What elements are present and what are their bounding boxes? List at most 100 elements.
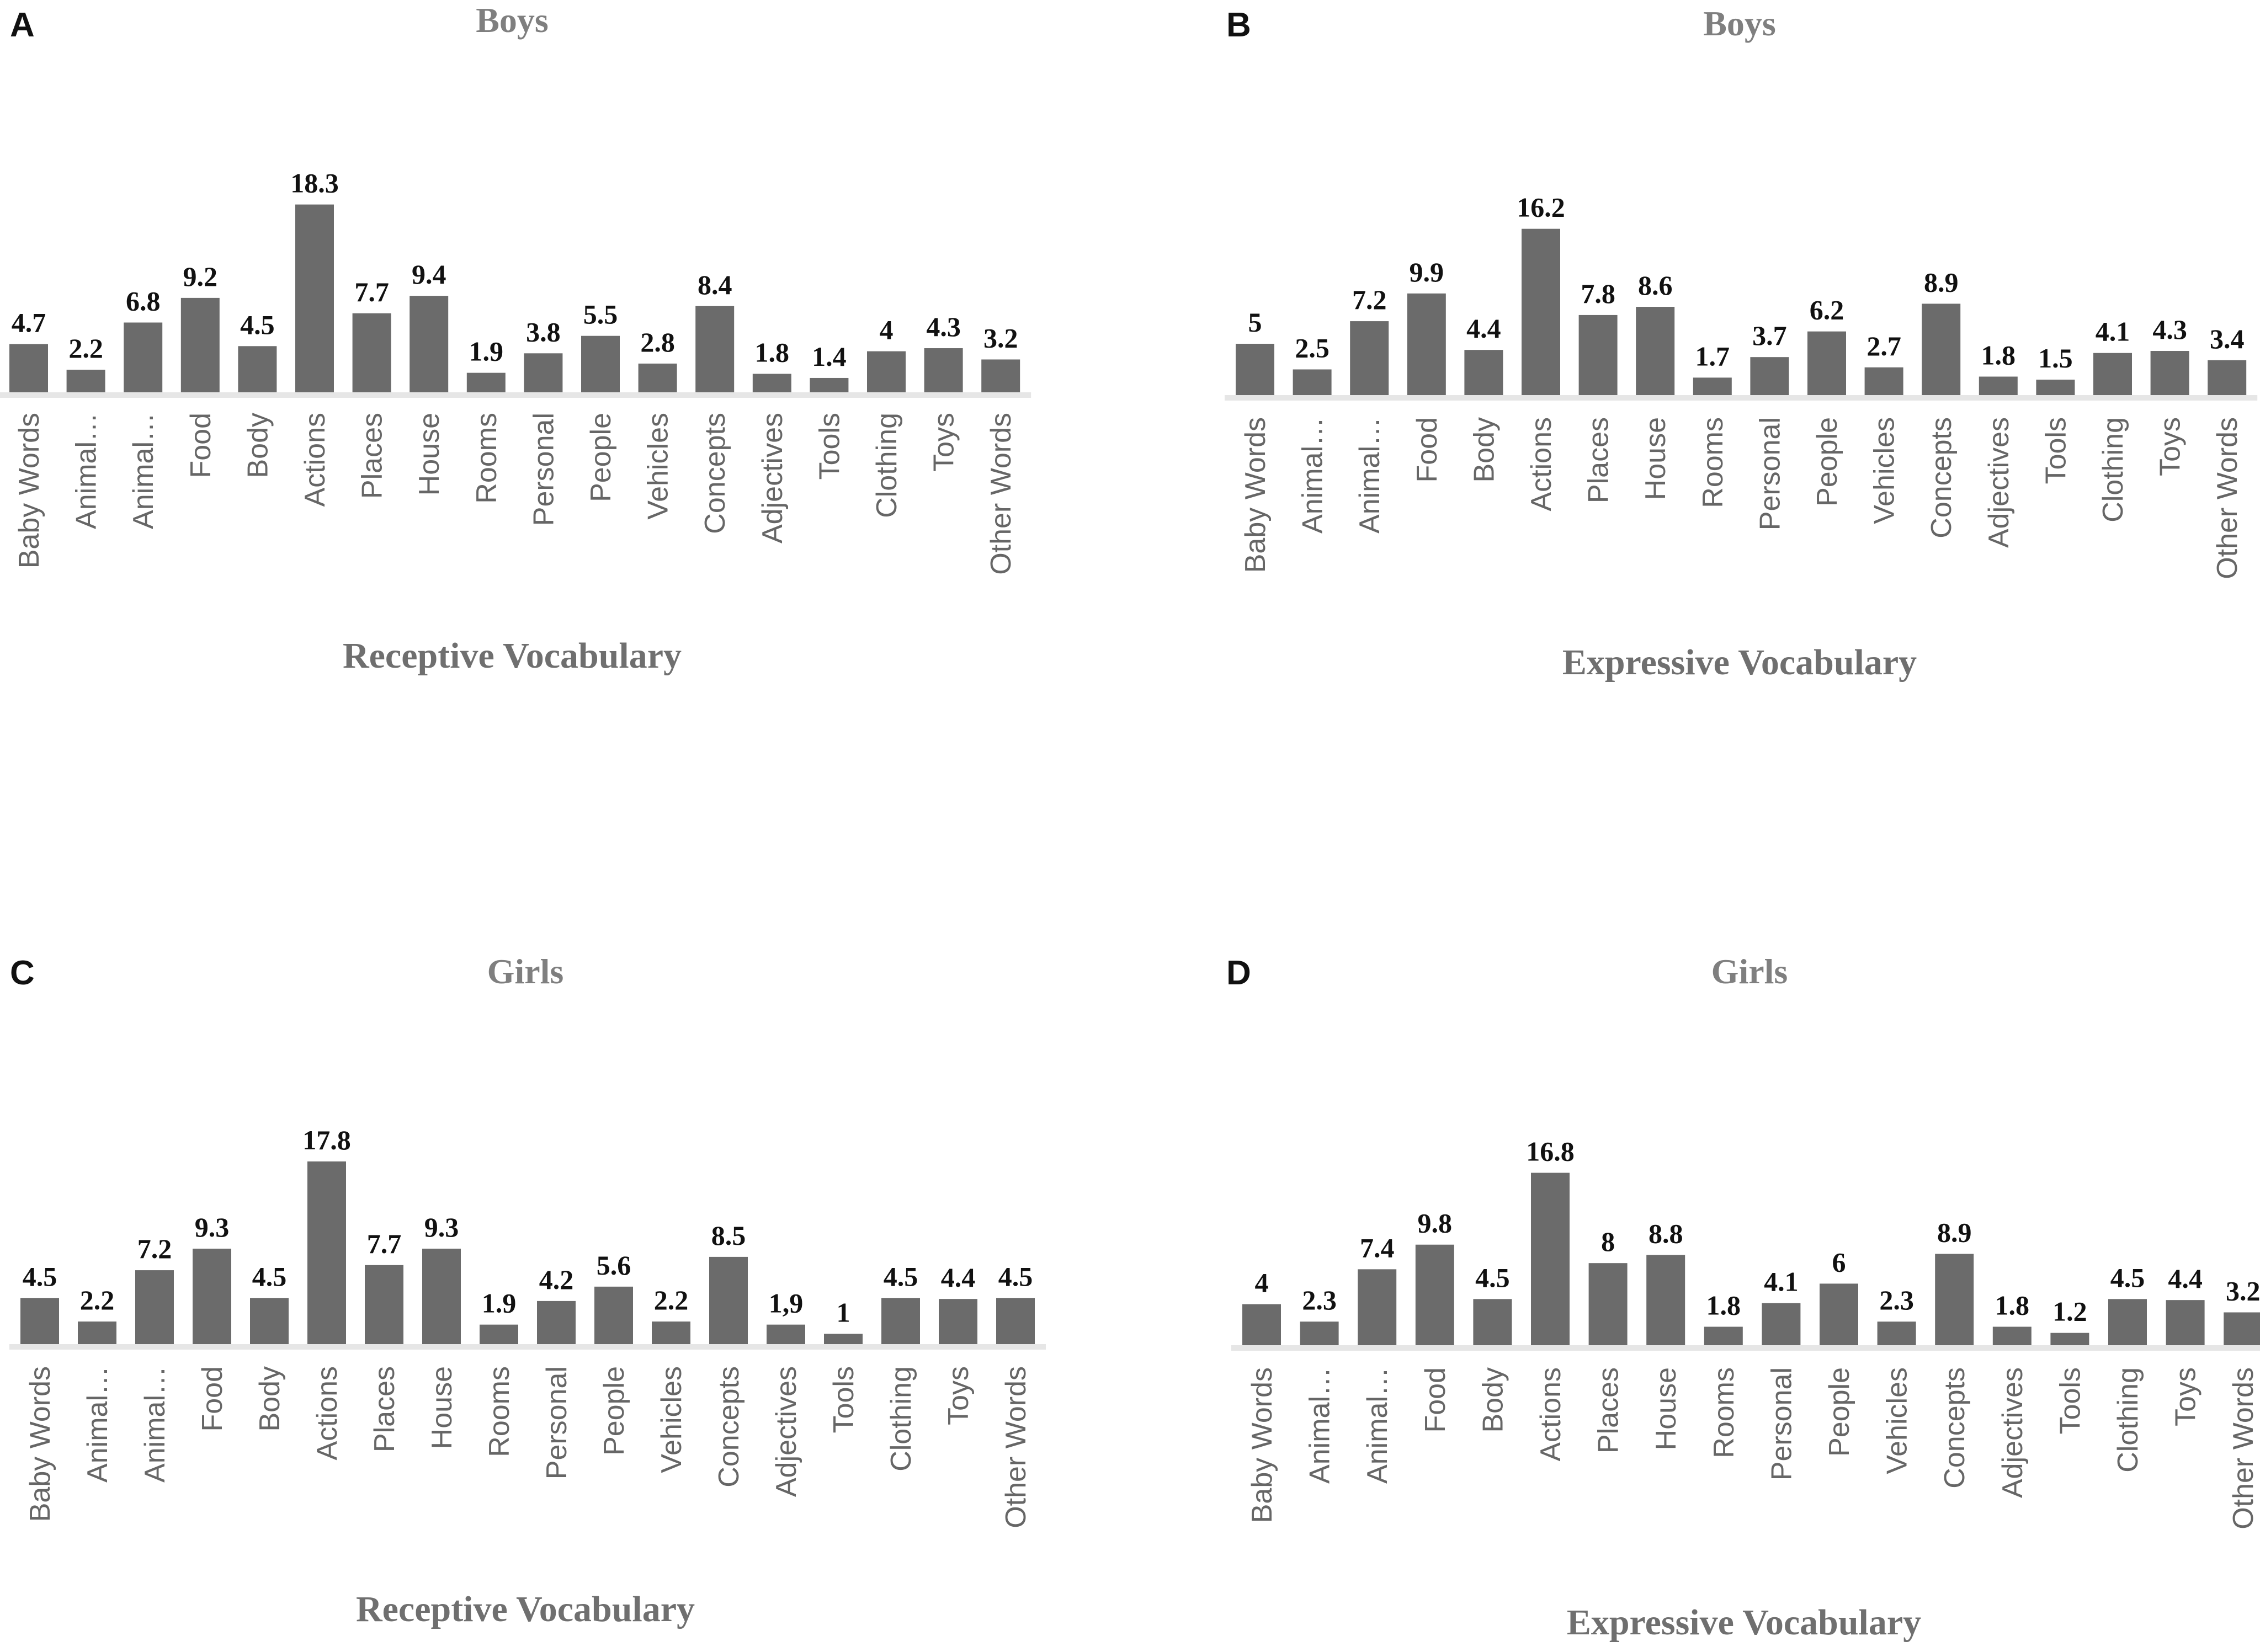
panel-d-category-label: Tools [2054, 1367, 2086, 1434]
panel-b-bar [1350, 321, 1389, 395]
panel-c-bar [480, 1324, 518, 1344]
panel-d-bar [1242, 1304, 1281, 1345]
panel-d-value-label: 4.4 [2168, 1263, 2203, 1294]
panel-c-value-label: 5.6 [597, 1250, 631, 1281]
panel-b-bar [2150, 351, 2189, 395]
panel-c-bar [594, 1286, 633, 1344]
panel-b-category-label: Adjectives [1983, 417, 2015, 548]
panel-a: A Boys Receptive Vocabulary 4.7 Baby Word… [0, 1, 1031, 676]
panel-b-category-label: Other Words [2211, 417, 2243, 579]
panel-d-category-label: Clothing [2112, 1367, 2144, 1473]
panel-a-value-label: 2.2 [68, 333, 103, 364]
panel-b-bar [1236, 344, 1274, 395]
panel-a-category-label: Clothing [871, 413, 903, 518]
panel-a-value-label: 9.4 [412, 259, 446, 290]
panel-d-value-label: 9.8 [1418, 1208, 1453, 1239]
panel-c-bar [193, 1249, 231, 1344]
panel-a-value-label: 5.5 [583, 299, 618, 330]
panel-d-value-label: 4.1 [1764, 1266, 1799, 1297]
panel-d-value-label: 1.2 [2052, 1296, 2087, 1327]
panel-d-bar [1358, 1269, 1397, 1345]
panel-a-category-label: Vehicles [642, 413, 674, 520]
panel-b-bar [2036, 380, 2075, 395]
panel-a-bar [9, 344, 48, 392]
panel-b-bar [1864, 367, 1903, 395]
panel-c-value-label: 9.3 [195, 1212, 230, 1243]
panel-d-value-label: 2.3 [1302, 1285, 1337, 1315]
panel-c-category-label: Animal… [82, 1366, 114, 1483]
panel-c-bar [365, 1265, 403, 1344]
panel-a-category-label: Rooms [471, 413, 503, 504]
panel-b-value-label: 8.9 [1924, 267, 1959, 297]
panel-d-category-label: Other Words [2227, 1367, 2259, 1530]
panel-a-value-label: 7.7 [354, 276, 389, 307]
panel-d-bar [1415, 1244, 1454, 1345]
panel-c-marks: 4.5 Baby Words 2.2 Animal… 7.2 Animal… 9.3 Food… [9, 1125, 1046, 1528]
panel-b-category-label: Body [1468, 417, 1500, 483]
panel-d-value-label: 1.8 [1995, 1290, 2030, 1321]
panel-d-bar [1531, 1173, 1570, 1345]
panel-c-value-label: 4.4 [941, 1262, 976, 1293]
panel-c-bar [767, 1324, 805, 1344]
panel-c-value-label: 7.2 [137, 1233, 172, 1264]
panel-c-category-label: Concepts [713, 1366, 745, 1488]
panel-c-value-label: 2.2 [80, 1285, 115, 1315]
panel-c-value-label: 8.5 [711, 1220, 746, 1251]
panel-b-value-label: 4.1 [2096, 316, 2130, 347]
panel-a-category-label: Tools [813, 413, 845, 479]
panel-c-value-label: 4.5 [23, 1261, 57, 1292]
panel-a-bar [66, 370, 105, 392]
panel-c-category-label: Tools [828, 1366, 860, 1433]
panel-d-bar [1473, 1299, 1512, 1345]
panel-c-category-label: Clothing [885, 1366, 917, 1472]
panel-d-value-label: 1.8 [1706, 1290, 1741, 1321]
panel-b-category-label: Animal… [1354, 417, 1386, 534]
panel-a-bar [295, 204, 334, 392]
panel-a-category-label: Concepts [699, 413, 731, 534]
panel-a-bar [524, 353, 563, 392]
panel-d-value-label: 8.9 [1937, 1217, 1972, 1248]
panel-b-category-label: Baby Words [1240, 417, 1272, 573]
panel-b-category-label: Concepts [1926, 417, 1958, 539]
panel-a-bar [810, 377, 849, 392]
panel-b-letter: B [1226, 6, 1251, 44]
panel-c-letter: C [10, 954, 35, 992]
panel-a-value-label: 9.2 [183, 261, 218, 292]
panel-c-x-axis-title: Receptive Vocabulary [356, 1589, 695, 1629]
panel-a-value-label: 2.8 [640, 327, 675, 358]
panel-c-category-label: Baby Words [24, 1366, 56, 1522]
panel-a-value-label: 4.3 [926, 311, 961, 342]
panel-c-bar [824, 1334, 863, 1344]
panel-a-bar [180, 297, 220, 392]
panel-d-bar [2166, 1300, 2205, 1345]
panel-b-bar [1750, 357, 1789, 395]
panel-d-bar [1704, 1326, 1743, 1345]
panel-c-bar [537, 1301, 576, 1344]
panel-a-category-label: Animal… [127, 413, 159, 529]
panel-a-value-label: 8.4 [698, 269, 732, 300]
panel-c-bar [939, 1299, 977, 1344]
panel-a-value-label: 3.8 [526, 316, 561, 347]
panel-a-bar [410, 296, 449, 392]
panel-a-category-label: Body [242, 413, 274, 478]
panel-c-category-label: Actions [311, 1366, 343, 1461]
panel-b-bar [1578, 315, 1618, 395]
panel-b-value-label: 2.7 [1867, 331, 1901, 361]
panel-d-bar [1762, 1303, 1801, 1345]
panel-d-bar [1935, 1254, 1974, 1345]
panel-d-bar [2224, 1312, 2260, 1345]
panel-d-value-label: 7.4 [1360, 1232, 1395, 1263]
panel-d-value-label: 2.3 [1879, 1285, 1914, 1315]
panel-d-bar [1646, 1255, 1685, 1345]
panel-a-value-label: 4 [880, 315, 894, 345]
panel-c-value-label: 7.7 [367, 1228, 402, 1259]
panel-c-value-label: 1 [837, 1297, 850, 1328]
panel-d-bar [1820, 1283, 1858, 1345]
panel-b-marks: 5 Baby Words 2.5 Animal… 7.2 Animal… 9.9 Food 4.… [1225, 192, 2258, 579]
panel-b-category-label: Personal [1754, 417, 1786, 530]
panel-d-value-label: 8 [1601, 1226, 1615, 1257]
panel-b-bar [1407, 293, 1446, 395]
panel-b-value-label: 8.6 [1638, 270, 1673, 301]
panel-d-category-label: Animal… [1304, 1367, 1336, 1484]
panel-c-value-label: 4.5 [884, 1261, 918, 1292]
